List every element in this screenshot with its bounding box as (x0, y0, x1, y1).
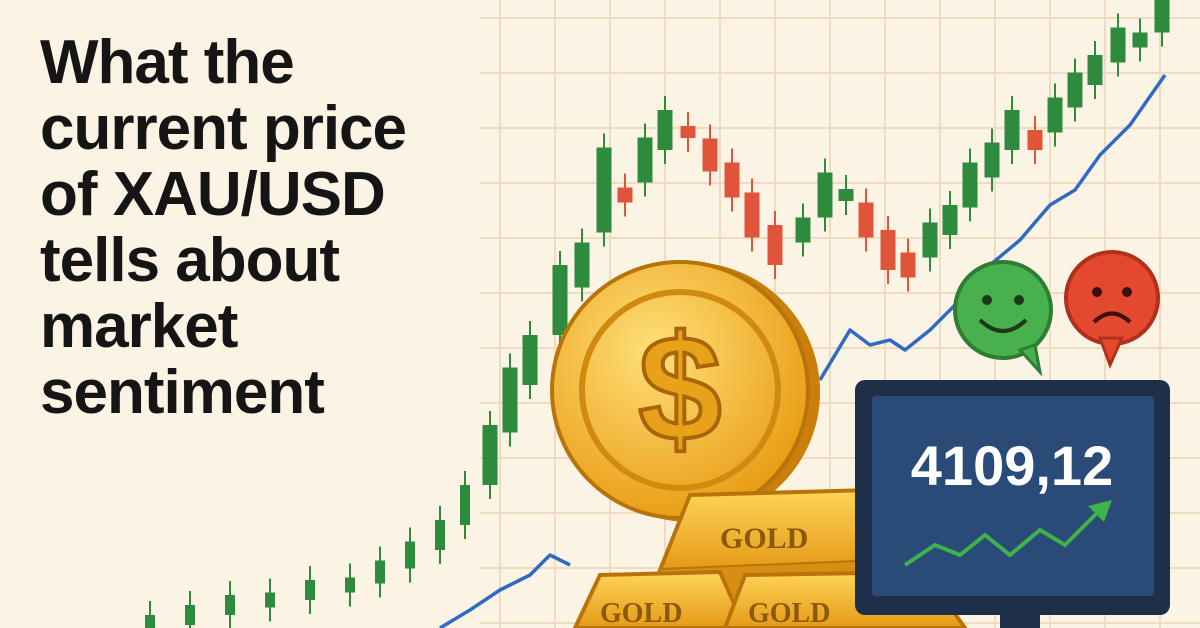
bearish-candle (1027, 116, 1043, 164)
bullish-candle (1067, 58, 1083, 122)
bullish-candle (795, 203, 811, 257)
bearish-candle (724, 148, 740, 212)
bearish-candle (702, 124, 718, 186)
bearish-candle (858, 188, 874, 252)
bullish-candle (435, 506, 445, 564)
bullish-candle (405, 527, 415, 583)
bullish-candle (962, 148, 978, 222)
bullish-candle (145, 601, 155, 628)
bearish-candle (900, 238, 916, 292)
bullish-candle (1132, 18, 1148, 62)
bullish-candle (225, 581, 235, 628)
bullish-candle (942, 191, 958, 249)
candlestick-chart (145, 0, 1170, 628)
trend-line (439, 553, 571, 628)
bullish-candle (1154, 0, 1170, 47)
bullish-candle (522, 321, 538, 399)
bullish-candle (1110, 13, 1126, 77)
happy-face-icon (953, 260, 1053, 377)
bullish-candle (817, 158, 833, 232)
bullish-candle (574, 228, 590, 302)
bullish-candle (482, 411, 498, 499)
sad-face-icon (1064, 250, 1160, 369)
bullish-candle (1047, 83, 1063, 147)
bullish-candle (502, 353, 518, 447)
price-monitor: 4109,12 (855, 380, 1170, 628)
bullish-candle (1087, 41, 1103, 99)
mini-chart-up (903, 508, 1102, 567)
bullish-candle (185, 591, 195, 628)
gold-label: GOLD (720, 522, 808, 555)
bullish-candle (375, 546, 385, 598)
headline-line: sentiment (40, 358, 325, 427)
headline-line: market (40, 292, 238, 361)
bullish-candle (305, 566, 315, 614)
price-display: 4109,12 (911, 434, 1113, 497)
dollar-coin: $ (550, 260, 820, 522)
bullish-candle (460, 471, 470, 539)
headline: What the current price of XAU/USD tells … (40, 28, 407, 427)
bullish-candle (922, 208, 938, 272)
gold-label: GOLD (600, 598, 682, 628)
bearish-candle (880, 216, 896, 284)
bullish-candle (265, 578, 275, 622)
bullish-candle (345, 563, 355, 607)
bearish-candle (767, 211, 783, 279)
headline-line: What the (40, 28, 295, 97)
gold-label: GOLD (748, 598, 830, 628)
bearish-candle (680, 112, 696, 152)
gold-bar-left: GOLD (572, 569, 748, 628)
headline-line: of XAU/USD (40, 160, 386, 229)
bullish-candle (838, 175, 854, 215)
headline-line: current price (40, 94, 407, 163)
arrow-up-icon (1088, 500, 1112, 522)
bullish-candle (1004, 96, 1020, 164)
bullish-candle (552, 251, 568, 349)
bearish-candle (617, 173, 633, 217)
dollar-symbol: $ (638, 304, 721, 472)
bullish-candle (637, 123, 653, 197)
bullish-candle (657, 96, 673, 164)
bullish-candle (984, 128, 1000, 192)
bearish-candle (744, 178, 760, 252)
headline-line: tells about (40, 226, 340, 295)
bullish-candle (596, 133, 612, 247)
